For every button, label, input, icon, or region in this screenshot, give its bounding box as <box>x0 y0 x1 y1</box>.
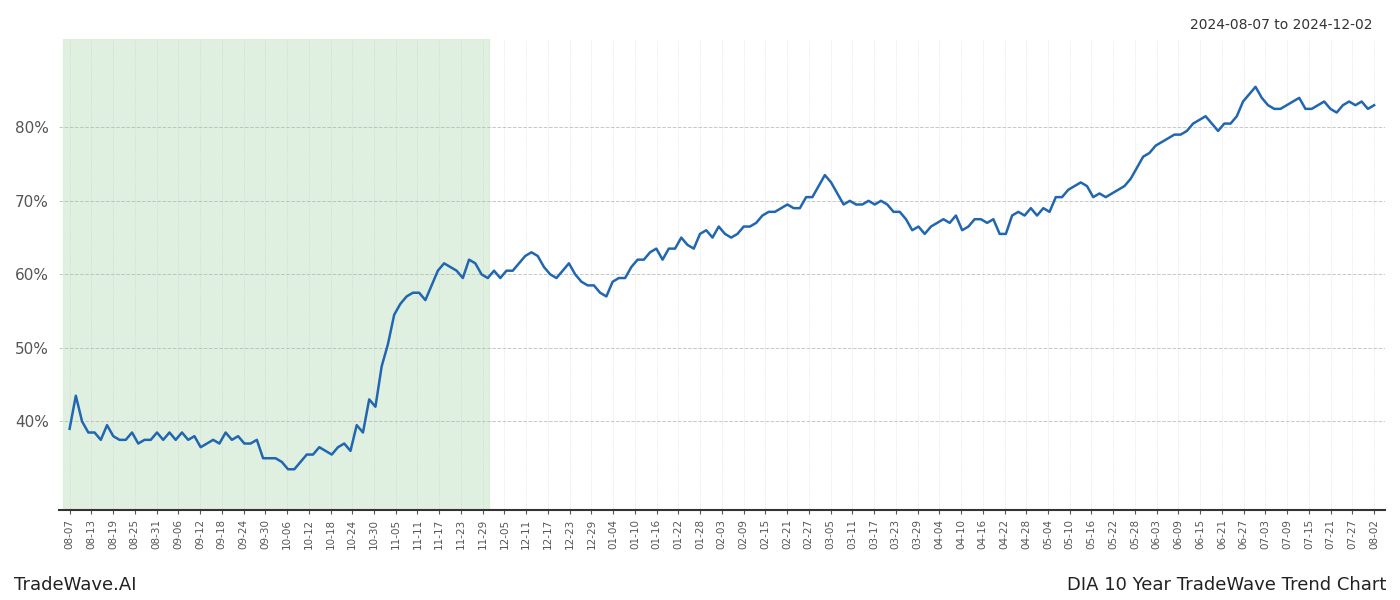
Bar <box>63 39 489 510</box>
Text: 2024-08-07 to 2024-12-02: 2024-08-07 to 2024-12-02 <box>1190 18 1372 32</box>
Text: TradeWave.AI: TradeWave.AI <box>14 576 137 594</box>
Text: DIA 10 Year TradeWave Trend Chart: DIA 10 Year TradeWave Trend Chart <box>1067 576 1386 594</box>
